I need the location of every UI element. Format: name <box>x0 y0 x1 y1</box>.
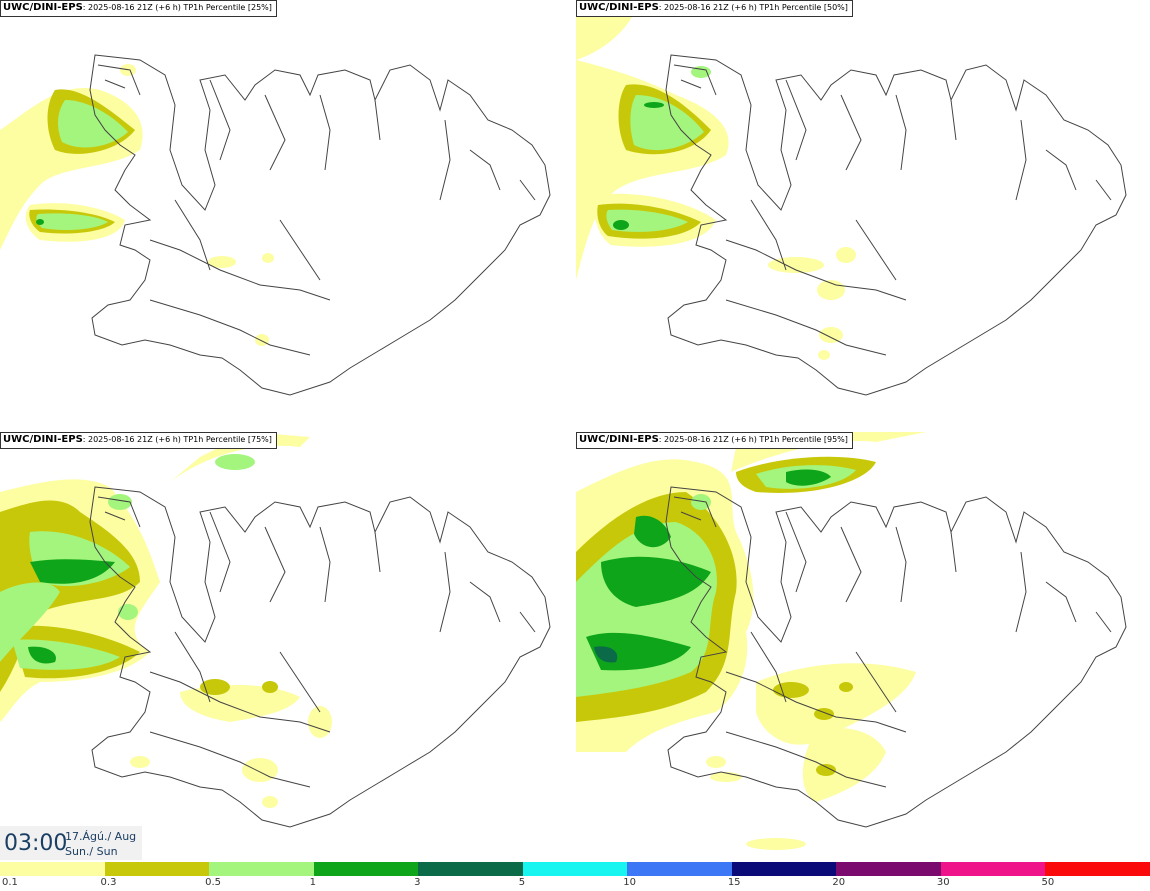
colorbar-tick-label: 0.1 <box>2 877 18 888</box>
map-svg <box>0 54 551 396</box>
colorbar-segment <box>209 862 314 876</box>
colorbar-tick-label: 0.5 <box>205 877 221 888</box>
model-name: UWC/DINI-EPS <box>3 434 83 445</box>
valid-time: 03:00 <box>4 831 68 856</box>
valid-time-box: 03:00 17.Ágú./ Aug Sun./ Sun <box>0 826 142 860</box>
valid-date-line2: Sun./ Sun <box>65 845 118 858</box>
colorbar-segment <box>418 862 523 876</box>
colorbar-segment <box>313 862 419 876</box>
iceland-coastline <box>665 486 1127 828</box>
colorbar-tick-label: 3 <box>414 877 421 888</box>
panel-title: UWC/DINI-EPS: 2025-08-16 21Z (+6 h) TP1h… <box>0 432 277 449</box>
colorbar-ticks: 0.1 0.3 0.5 1 3 5 10 15 20 30 50 <box>0 877 1150 891</box>
run-info: : 2025-08-16 21Z (+6 h) TP1h Percentile … <box>658 3 848 12</box>
colorbar-tick-label: 50 <box>1041 877 1055 888</box>
colorbar-segment <box>627 862 732 876</box>
precip-field <box>0 64 274 346</box>
map-panel-p95: UWC/DINI-EPS: 2025-08-16 21Z (+6 h) TP1h… <box>576 432 1150 862</box>
precip-field <box>0 432 332 808</box>
map-panel-p25: UWC/DINI-EPS: 2025-08-16 21Z (+6 h) TP1h… <box>0 0 574 430</box>
colorbar-segment <box>836 862 941 876</box>
model-name: UWC/DINI-EPS <box>579 434 659 445</box>
colorbar-segment <box>522 862 628 876</box>
model-name: UWC/DINI-EPS <box>3 2 83 13</box>
colorbar-tick-label: 1 <box>309 877 316 888</box>
panel-title: UWC/DINI-EPS: 2025-08-16 21Z (+6 h) TP1h… <box>0 0 277 17</box>
colorbar-segment <box>940 862 1046 876</box>
colorbar-tick-label: 20 <box>832 877 846 888</box>
colorbar-segment <box>731 862 837 876</box>
map-svg <box>576 432 1127 850</box>
precip-field <box>576 432 926 850</box>
colorbar-segment <box>104 862 210 876</box>
panel-title: UWC/DINI-EPS: 2025-08-16 21Z (+6 h) TP1h… <box>576 432 853 449</box>
precip-field <box>576 0 856 360</box>
panel-title: UWC/DINI-EPS: 2025-08-16 21Z (+6 h) TP1h… <box>576 0 853 17</box>
colorbar-segment <box>0 862 105 876</box>
iceland-coastline <box>665 54 1127 396</box>
run-info: : 2025-08-16 21Z (+6 h) TP1h Percentile … <box>658 435 848 444</box>
iceland-coastline <box>89 486 551 828</box>
map-panel-p50: UWC/DINI-EPS: 2025-08-16 21Z (+6 h) TP1h… <box>576 0 1150 430</box>
model-name: UWC/DINI-EPS <box>579 2 659 13</box>
map-svg <box>576 0 1127 396</box>
map-panel-p75: UWC/DINI-EPS: 2025-08-16 21Z (+6 h) TP1h… <box>0 432 574 862</box>
run-info: : 2025-08-16 21Z (+6 h) TP1h Percentile … <box>82 3 272 12</box>
colorbar-segment <box>1045 862 1150 876</box>
map-svg <box>0 432 551 828</box>
colorbar-tick-label: 15 <box>727 877 741 888</box>
colorbar-tick-label: 30 <box>936 877 950 888</box>
run-info: : 2025-08-16 21Z (+6 h) TP1h Percentile … <box>82 435 272 444</box>
precip-colorbar <box>0 862 1150 876</box>
colorbar-tick-label: 0.3 <box>100 877 117 888</box>
colorbar-tick-label: 10 <box>623 877 636 888</box>
valid-date-line1: 17.Ágú./ Aug <box>65 830 137 843</box>
colorbar-tick-label: 5 <box>518 877 526 888</box>
iceland-coastline <box>89 54 551 396</box>
